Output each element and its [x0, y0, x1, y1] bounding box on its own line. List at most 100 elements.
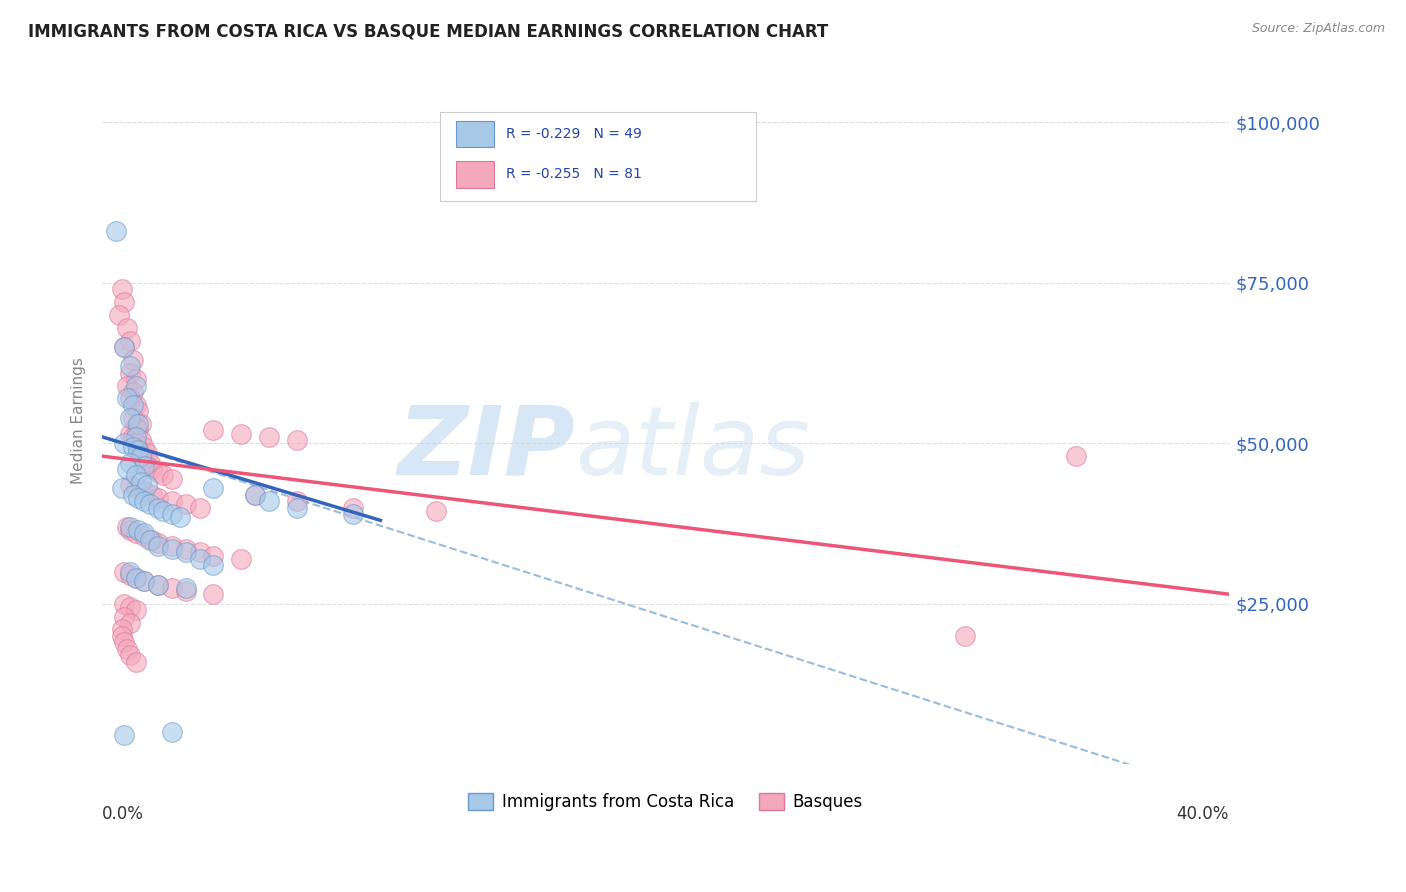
Point	[138, 533, 160, 547]
Point	[160, 507, 183, 521]
Point	[114, 609, 136, 624]
Point	[174, 581, 197, 595]
Point	[132, 574, 155, 589]
Point	[118, 568, 141, 582]
Point	[132, 494, 155, 508]
Point	[188, 545, 211, 559]
Point	[114, 295, 136, 310]
Point	[146, 536, 169, 550]
Point	[124, 526, 146, 541]
Point	[202, 424, 225, 438]
Point	[141, 462, 163, 476]
Point	[118, 648, 141, 662]
Point	[188, 552, 211, 566]
Point	[202, 481, 225, 495]
Point	[146, 491, 169, 505]
Point	[124, 571, 146, 585]
Point	[121, 488, 143, 502]
Point	[118, 599, 141, 614]
Point	[174, 545, 197, 559]
Point	[124, 468, 146, 483]
Point	[231, 426, 253, 441]
Point	[114, 340, 136, 354]
Point	[135, 446, 157, 460]
Point	[117, 392, 139, 406]
Point	[124, 398, 146, 412]
Point	[342, 507, 364, 521]
Point	[111, 282, 134, 296]
Point	[117, 320, 139, 334]
Point	[117, 462, 139, 476]
Point	[114, 565, 136, 579]
Point	[124, 603, 146, 617]
Point	[1064, 449, 1087, 463]
Point	[146, 500, 169, 515]
Point	[117, 378, 139, 392]
Point	[118, 565, 141, 579]
Point	[124, 372, 146, 386]
Point	[118, 410, 141, 425]
Point	[953, 629, 976, 643]
Point	[160, 494, 183, 508]
Point	[121, 440, 143, 454]
Point	[124, 420, 146, 434]
Point	[132, 440, 155, 454]
Point	[118, 334, 141, 348]
Point	[114, 635, 136, 649]
Point	[111, 481, 134, 495]
Point	[160, 472, 183, 486]
Point	[127, 404, 149, 418]
Point	[118, 478, 141, 492]
Point	[108, 308, 131, 322]
Point	[160, 542, 183, 557]
Point	[121, 430, 143, 444]
Point	[129, 475, 152, 489]
Point	[138, 497, 160, 511]
Point	[285, 500, 308, 515]
Text: ZIP: ZIP	[398, 401, 575, 495]
Point	[257, 494, 280, 508]
Point	[118, 392, 141, 406]
Point	[135, 478, 157, 492]
Point	[129, 449, 152, 463]
Point	[124, 436, 146, 450]
Point	[146, 577, 169, 591]
Point	[202, 587, 225, 601]
Point	[127, 424, 149, 438]
Point	[425, 504, 447, 518]
Point	[127, 442, 149, 457]
Point	[174, 542, 197, 557]
Point	[285, 433, 308, 447]
Legend: Immigrants from Costa Rica, Basques: Immigrants from Costa Rica, Basques	[461, 786, 869, 818]
Point	[138, 456, 160, 470]
Point	[127, 417, 149, 431]
Y-axis label: Median Earnings: Median Earnings	[72, 358, 86, 484]
Point	[118, 426, 141, 441]
Point	[174, 584, 197, 599]
Point	[188, 500, 211, 515]
Point	[146, 539, 169, 553]
Point	[111, 629, 134, 643]
Point	[124, 481, 146, 495]
Point	[285, 494, 308, 508]
Point	[124, 430, 146, 444]
Point	[132, 574, 155, 589]
Point	[124, 655, 146, 669]
Point	[342, 500, 364, 515]
Point	[117, 520, 139, 534]
Point	[121, 384, 143, 399]
Point	[129, 433, 152, 447]
Point	[132, 458, 155, 473]
Point	[152, 468, 174, 483]
Point	[121, 398, 143, 412]
Point	[129, 449, 152, 463]
Text: IMMIGRANTS FROM COSTA RICA VS BASQUE MEDIAN EARNINGS CORRELATION CHART: IMMIGRANTS FROM COSTA RICA VS BASQUE MED…	[28, 22, 828, 40]
Point	[127, 523, 149, 537]
Point	[245, 488, 267, 502]
Point	[118, 366, 141, 380]
Point	[105, 225, 128, 239]
Point	[132, 452, 155, 467]
Point	[146, 465, 169, 479]
Point	[114, 728, 136, 742]
Point	[111, 623, 134, 637]
